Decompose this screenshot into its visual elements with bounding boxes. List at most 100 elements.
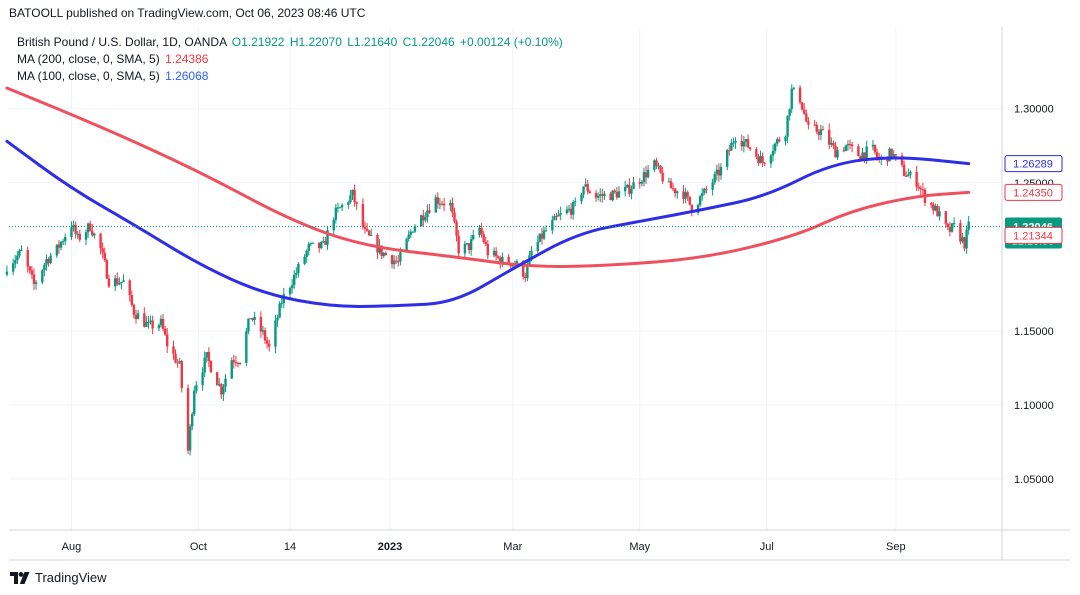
candle (948, 222, 952, 237)
candle (355, 201, 358, 210)
y-tick-label: 1.10000 (1014, 400, 1054, 412)
candle (805, 109, 808, 123)
candle-body (276, 317, 279, 321)
candle (565, 205, 569, 215)
candle (113, 275, 117, 291)
candle (817, 129, 821, 141)
candle-body (569, 208, 573, 215)
candle-body (963, 237, 966, 249)
candle-body (698, 196, 702, 206)
candle-body (336, 207, 340, 209)
x-tick-label: 2023 (378, 541, 402, 553)
candle-body (594, 193, 598, 198)
candle (220, 382, 223, 399)
candle (594, 190, 598, 202)
candle-body (45, 259, 48, 265)
candle-body (215, 372, 219, 386)
legend-ma200-row[interactable]: MA (200, close, 0, SMA, 5) 1.24386 (17, 51, 563, 68)
candle-body (361, 203, 365, 227)
candle-body (948, 227, 952, 232)
candle-body (290, 285, 294, 289)
candle (30, 265, 34, 279)
candle (657, 162, 660, 170)
candle (921, 182, 925, 196)
candle-body (288, 288, 292, 295)
candle-body (596, 195, 600, 198)
candle (701, 188, 704, 201)
ma200-price-tag-text: 1.24350 (1013, 187, 1053, 199)
candle (303, 254, 306, 266)
candle (900, 152, 904, 168)
candle (351, 189, 354, 200)
candle (848, 139, 852, 150)
candle-body (526, 264, 529, 279)
candle (828, 123, 831, 150)
tradingview-brand[interactable]: TradingView (10, 570, 107, 585)
candle-body (844, 145, 848, 152)
candle (180, 359, 183, 393)
candle-body (149, 320, 152, 322)
candle-body (486, 244, 490, 256)
ma100-line (5, 139, 971, 308)
candle (730, 138, 733, 151)
candle (555, 212, 558, 221)
candle (253, 311, 256, 326)
candle-body (30, 270, 34, 275)
legend-ma100-row[interactable]: MA (100, close, 0, SMA, 5) 1.26068 (17, 68, 563, 85)
candle (422, 209, 425, 227)
candle-body (848, 144, 852, 146)
ma100-price-tag: 1.26289 (1004, 155, 1063, 173)
candle (917, 182, 920, 191)
candle-body (571, 202, 575, 215)
candle-body (673, 188, 677, 194)
candle (682, 185, 685, 204)
candle (326, 226, 329, 250)
candle (655, 157, 658, 169)
candle-body (582, 186, 585, 195)
legend-symbol[interactable]: British Pound / U.S. Dollar, 1D, OANDA (17, 35, 227, 49)
candle (145, 316, 148, 328)
candle (20, 245, 23, 251)
candle-body (259, 316, 263, 332)
candle (265, 336, 269, 349)
candle (293, 270, 296, 289)
legend-low: L1.21640 (347, 35, 398, 49)
candle-body (218, 384, 221, 386)
candle-body (863, 152, 866, 159)
candle (909, 170, 912, 179)
candle (934, 203, 937, 212)
candle (732, 137, 735, 147)
candle (676, 190, 679, 199)
tradingview-logo-icon (10, 571, 30, 584)
candle-body (338, 207, 342, 209)
candle (436, 192, 440, 209)
candle (307, 241, 310, 256)
candle-body (261, 330, 265, 332)
candle-body (320, 241, 323, 249)
candle-body (944, 211, 947, 224)
candle-body (959, 222, 962, 242)
candle (803, 103, 806, 115)
candle (963, 236, 966, 252)
candle (905, 171, 908, 177)
candle-body (28, 266, 32, 271)
candle-body (295, 273, 298, 275)
candle (247, 318, 250, 335)
grid-lines (9, 27, 1002, 530)
candle-body (965, 229, 968, 249)
candle-body (567, 208, 571, 210)
candle (370, 228, 373, 237)
candle-body (26, 249, 29, 267)
candle (397, 254, 400, 267)
candle (234, 356, 238, 367)
candle (70, 221, 73, 241)
candle (644, 165, 648, 185)
candle (844, 144, 848, 152)
candle-body (821, 129, 825, 131)
candle-body (919, 188, 923, 190)
candle-body (574, 201, 577, 203)
candle-body (101, 248, 104, 253)
candle (601, 188, 604, 203)
candles (5, 84, 970, 456)
